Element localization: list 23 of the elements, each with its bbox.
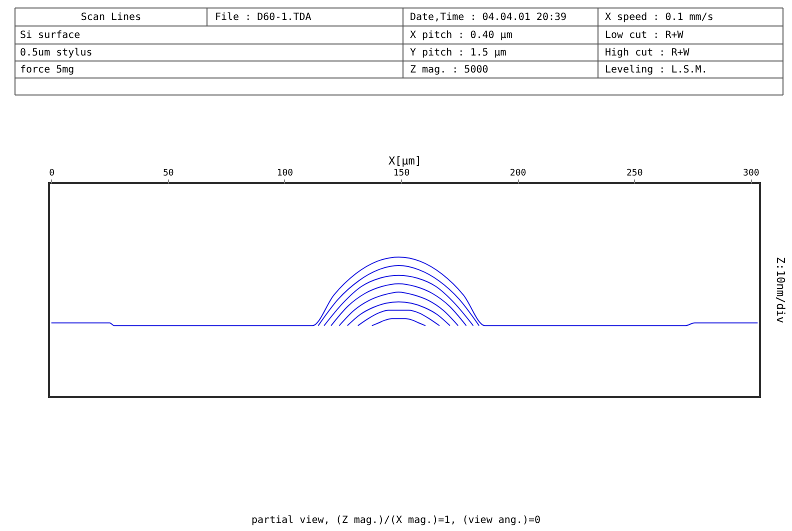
y-axis-title: Z:10nm/div [774, 256, 787, 324]
x-tick-label: 300 [743, 168, 760, 178]
text: Z mag. : 5000 [410, 64, 488, 76]
text: Date,Time : 04.04.01 20:39 [410, 12, 567, 23]
x-tick-label: 0 [49, 168, 55, 178]
text: File : D60-1.TDA [215, 12, 312, 23]
x-tick-label: 250 [626, 168, 643, 178]
text: Low cut : R+W [605, 30, 684, 41]
text: X speed : 0.1 mm/s [605, 12, 714, 23]
text: Si surface [20, 30, 80, 41]
text: X pitch : 0.40 μm [410, 30, 512, 41]
x-axis-title: X[μm] [388, 154, 422, 168]
text: Y pitch : 1.5 μm [410, 48, 506, 58]
x-tick-label: 100 [276, 168, 294, 178]
text: High cut : R+W [605, 48, 690, 58]
x-tick-label: 150 [393, 168, 410, 178]
x-tick-label: 50 [162, 168, 174, 178]
text: 0.5um stylus [20, 48, 92, 58]
text: Leveling : L.S.M. [605, 64, 708, 76]
text: partial view, (Z mag.)/(X mag.)=1, (view ang.)=0 [252, 515, 540, 526]
text: force 5mg [20, 64, 74, 76]
text: Scan Lines [80, 12, 142, 23]
x-tick-label: 200 [510, 168, 526, 178]
